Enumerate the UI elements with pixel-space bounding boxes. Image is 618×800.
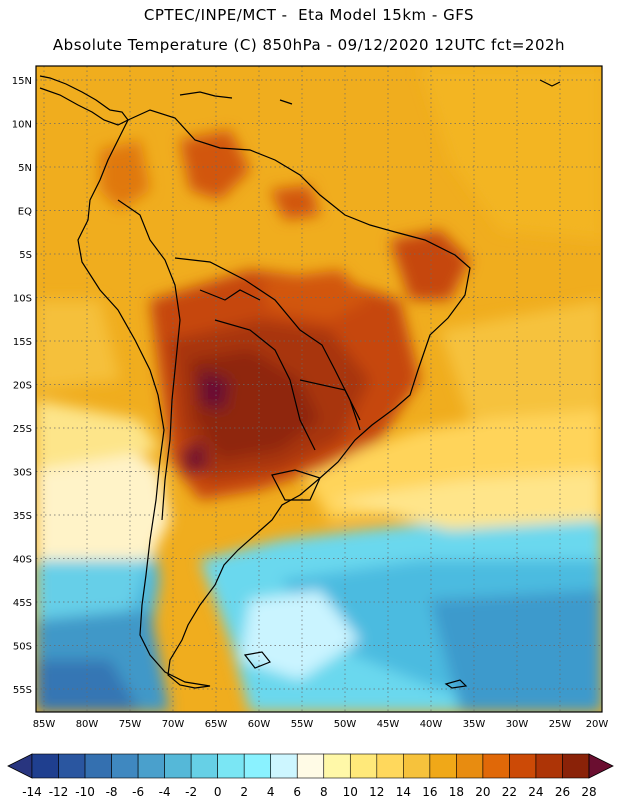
colorbar-label: 12 [369, 785, 384, 799]
colorbar-cell [270, 753, 298, 779]
lat-label: 5S [19, 250, 32, 261]
lon-label: 20W [586, 719, 609, 730]
colorbar-cell [349, 753, 378, 779]
colorbar-cell [376, 753, 404, 779]
lat-label: 30S [13, 468, 32, 479]
temperature-field [36, 66, 602, 712]
lat-label: 5N [18, 163, 32, 174]
colorbar-cell [190, 753, 218, 779]
colorbar-label: 0 [214, 785, 222, 799]
colorbar-label: -4 [159, 785, 171, 799]
lon-label: 70W [162, 719, 185, 730]
colorbar-cell [243, 753, 272, 779]
lat-label: 45S [13, 598, 32, 609]
colorbar-label: 16 [422, 785, 437, 799]
colorbar-cell [58, 753, 86, 779]
colorbar-cells [31, 753, 590, 779]
colorbar-cell [217, 753, 245, 779]
internal-borders [199, 289, 361, 451]
colorbar-label: 8 [320, 785, 328, 799]
lat-label: 15N [12, 76, 32, 87]
colorbar-under-arrow [7, 753, 33, 779]
lon-label: 80W [76, 719, 99, 730]
colorbar-labels: -14 -12 -10 -8 -6 -4 -2 0 2 4 6 8 10 12 14 16 18 20 22 24 26… [22, 785, 596, 799]
colorbar-cell [535, 753, 563, 779]
colorbar-label: -8 [106, 785, 118, 799]
colorbar-label: 2 [240, 785, 248, 799]
coastlines [39, 75, 561, 689]
colorbar-cell [31, 753, 59, 779]
south-america-outline [77, 109, 471, 689]
colorbar: -14 -12 -10 -8 -6 -4 -2 0 2 4 6 8 10 12 14 16 18 20 22 24 26… [7, 753, 614, 799]
lon-label: 45W [377, 719, 400, 730]
lat-label: 35S [13, 511, 32, 522]
falklands [243, 651, 271, 669]
central-america-outline [39, 75, 129, 126]
colorbar-label: 10 [343, 785, 358, 799]
lon-label: 55W [291, 719, 314, 730]
colorbar-label: -14 [22, 785, 42, 799]
lat-label: 40S [13, 555, 32, 566]
lon-label: 35W [463, 719, 486, 730]
colorbar-label: 4 [267, 785, 275, 799]
colorbar-cell [403, 753, 431, 779]
colorbar-label: 18 [449, 785, 464, 799]
lat-label: 15S [13, 337, 32, 348]
lon-label: 30W [506, 719, 529, 730]
colorbar-label: -12 [49, 785, 69, 799]
colorbar-label: 20 [475, 785, 490, 799]
colorbar-label: 28 [581, 785, 596, 799]
colorbar-cell [164, 753, 192, 779]
colorbar-cell [509, 753, 537, 779]
lat-label: 55S [13, 685, 32, 696]
longitude-axis: 85W 80W 75W 70W 65W 60W 55W 50W 45W 40W … [33, 719, 609, 730]
colorbar-label: 22 [502, 785, 517, 799]
colorbar-label: -6 [132, 785, 144, 799]
lon-label: 85W [33, 719, 56, 730]
colorbar-cell [296, 753, 325, 779]
lat-label: 10N [12, 120, 32, 131]
colorbar-label: -10 [75, 785, 95, 799]
lat-label: 10S [13, 294, 32, 305]
lat-label: 25S [13, 424, 32, 435]
lon-label: 60W [248, 719, 271, 730]
latitude-axis: 15N 10N 5N EQ 5S 10S 15S 20S 25S 30S 35S… [12, 76, 32, 696]
andes-borders [117, 199, 181, 521]
map-frame [35, 65, 603, 713]
colorbar-over-arrow [588, 753, 614, 779]
colorbar-cell [429, 753, 457, 779]
lat-label: 50S [13, 642, 32, 653]
colorbar-cell [562, 753, 590, 779]
lon-label: 25W [549, 719, 572, 730]
lat-label: EQ [18, 207, 32, 218]
caribbean-islands [179, 79, 561, 105]
colorbar-cell [137, 753, 165, 779]
colorbar-label: 24 [528, 785, 543, 799]
chart-title-line-2: Absolute Temperature (C) 850hPa - 09/12/… [52, 36, 566, 54]
south-georgia [444, 679, 468, 689]
colorbar-cell [84, 753, 112, 779]
colorbar-cell [482, 753, 510, 779]
colorbar-cell [111, 753, 139, 779]
colorbar-label: 26 [555, 785, 570, 799]
lat-label: 20S [13, 381, 32, 392]
lon-label: 65W [205, 719, 228, 730]
colorbar-label: 6 [293, 785, 301, 799]
lon-label: 40W [420, 719, 443, 730]
uruguay [271, 469, 321, 501]
lon-label: 50W [334, 719, 357, 730]
chart-title-line-1: CPTEC/INPE/MCT - Eta Model 15km - GFS [143, 6, 475, 24]
colorbar-cell [323, 753, 351, 779]
colorbar-cell [456, 753, 484, 779]
colorbar-label: 14 [396, 785, 411, 799]
lon-label: 75W [119, 719, 142, 730]
colorbar-label: -2 [185, 785, 197, 799]
